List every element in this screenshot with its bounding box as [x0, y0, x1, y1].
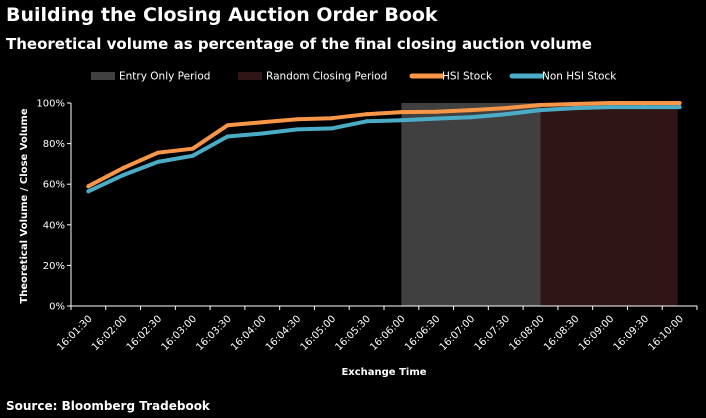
x-tick-label: 16:08:00	[507, 314, 547, 354]
data-point	[155, 150, 160, 155]
data-point	[329, 126, 334, 131]
data-point	[260, 120, 265, 125]
data-point	[295, 117, 300, 122]
y-tick-label: 0%	[49, 302, 65, 313]
data-point	[295, 127, 300, 132]
y-tick-label: 20%	[43, 261, 65, 272]
x-tick-label: 16:09:30	[612, 314, 652, 354]
x-tick-label: 16:03:00	[160, 314, 200, 354]
data-point	[434, 116, 439, 121]
data-point	[538, 103, 543, 108]
chart-subtitle: Theoretical volume as percentage of the …	[6, 35, 592, 53]
data-point	[399, 118, 404, 123]
legend-label-entry-only-period: Entry Only Period	[119, 71, 210, 83]
legend-label-random-closing-period: Random Closing Period	[266, 71, 387, 83]
data-point	[86, 189, 91, 194]
data-point	[573, 102, 578, 107]
data-point	[642, 101, 647, 105]
data-point	[155, 159, 160, 164]
data-point	[225, 123, 230, 128]
data-point	[677, 105, 682, 110]
legend-swatch-random-closing-period	[238, 72, 262, 80]
data-point	[364, 119, 369, 124]
y-tick-label: 60%	[43, 180, 65, 191]
data-point	[468, 108, 473, 113]
chart-title: Building the Closing Auction Order Book	[6, 4, 438, 26]
x-axis-label: Exchange Time	[341, 367, 426, 378]
data-point	[608, 101, 613, 105]
x-tick-label: 16:05:00	[299, 314, 339, 354]
legend-swatch-entry-only-period	[91, 72, 115, 80]
y-tick-label: 80%	[43, 139, 65, 150]
period-band-random-closing-period	[540, 103, 678, 306]
data-point	[538, 108, 543, 113]
x-tick-label: 16:01:30	[55, 314, 95, 354]
source-name: Bloomberg Tradebook	[61, 399, 210, 413]
data-point	[434, 109, 439, 114]
x-tick-label: 16:09:00	[577, 314, 617, 354]
x-tick-label: 16:06:00	[368, 314, 408, 354]
y-tick-label: 100%	[36, 99, 65, 110]
data-point	[225, 134, 230, 139]
data-point	[190, 146, 195, 151]
x-tick-label: 16:05:30	[333, 314, 373, 354]
legend-label-hsi-stock: HSI Stock	[442, 71, 493, 83]
data-point	[642, 105, 647, 110]
data-point	[86, 184, 91, 189]
x-tick-label: 16:10:00	[646, 314, 686, 354]
data-point	[329, 116, 334, 121]
legend: Entry Only Period Random Closing Period HS…	[91, 71, 617, 83]
series-lines	[86, 101, 682, 194]
y-axis-label: Theoretical Volume / Close Volume	[19, 108, 30, 303]
data-point	[364, 112, 369, 117]
data-point	[399, 110, 404, 115]
period-bands	[401, 103, 678, 306]
legend-label-non-hsi-stock: Non HSI Stock	[542, 71, 617, 83]
series-line-hsi-stock	[86, 101, 682, 189]
data-point	[190, 153, 195, 158]
data-point	[503, 112, 508, 117]
data-point	[677, 101, 682, 105]
data-point	[573, 106, 578, 111]
x-tick-label: 16:04:30	[264, 314, 304, 354]
x-tick-label: 16:07:30	[473, 314, 513, 354]
data-point	[608, 105, 613, 110]
data-point	[468, 115, 473, 120]
data-point	[121, 165, 126, 170]
x-tick-label: 16:04:00	[229, 314, 269, 354]
y-tick-label: 40%	[43, 220, 65, 231]
x-tick-label: 16:06:30	[403, 314, 443, 354]
x-tick-label: 16:07:00	[438, 314, 478, 354]
series-line-non-hsi-stock	[86, 105, 682, 194]
period-band-entry-only-period	[401, 103, 541, 306]
data-point	[121, 173, 126, 178]
x-tick-label: 16:02:30	[125, 314, 165, 354]
data-point	[503, 106, 508, 111]
source-note: Source: Bloomberg Tradebook	[6, 399, 210, 413]
x-tick-label: 16:02:00	[90, 314, 130, 354]
x-tick-label: 16:08:30	[542, 314, 582, 354]
data-point	[260, 131, 265, 136]
x-tick-label: 16:03:30	[194, 314, 234, 354]
